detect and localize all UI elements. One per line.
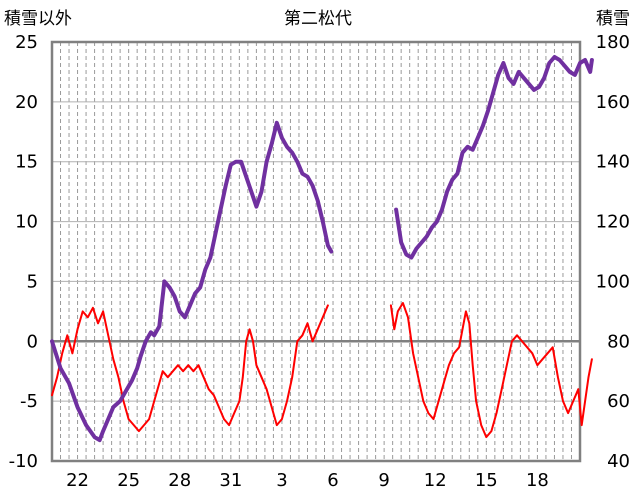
vertical-gridlines <box>60 42 572 461</box>
x-tick-label: 31 <box>219 470 242 491</box>
right-tick-label: 160 <box>596 92 630 113</box>
x-tick-label: 18 <box>526 470 549 491</box>
left-tick-label: 25 <box>15 32 38 53</box>
left-tick-label: 15 <box>15 152 38 173</box>
x-tick-label: 3 <box>276 470 287 491</box>
right-tick-label: 120 <box>596 212 630 233</box>
plot-area-frame <box>50 40 582 463</box>
left-axis-label: 積雪以外 <box>4 9 72 29</box>
x-tick-label: 22 <box>66 470 89 491</box>
right-tick-label: 80 <box>607 331 630 352</box>
series-layer <box>50 55 594 443</box>
chart-title: 第二松代 <box>284 9 352 29</box>
x-tick-label: 28 <box>168 470 191 491</box>
x-tick-label: 9 <box>378 470 389 491</box>
x-tick-label: 15 <box>475 470 498 491</box>
other-line-0 <box>51 304 329 433</box>
right-tick-label: 180 <box>596 32 630 53</box>
left-tick-label: 20 <box>15 92 38 113</box>
right-axis-ticks: 180 160 140 120 100 80 60 40 <box>596 32 630 472</box>
right-tick-label: 60 <box>607 391 630 412</box>
x-tick-label: 25 <box>117 470 140 491</box>
other-line-1 <box>389 302 593 439</box>
horizontal-gridlines <box>52 41 580 462</box>
left-axis-ticks: 25 20 15 10 5 0 -5 -10 <box>9 32 38 472</box>
right-axis-label: 積雪 <box>596 9 630 29</box>
x-axis-ticks: 22 25 28 31 3 6 9 12 15 18 <box>66 470 549 491</box>
right-tick-label: 140 <box>596 152 630 173</box>
right-tick-label: 40 <box>607 451 630 472</box>
x-tick-label: 6 <box>327 470 338 491</box>
left-tick-label: -5 <box>20 391 38 412</box>
snow-depth-line-2 <box>50 120 334 443</box>
right-tick-label: 100 <box>596 271 630 292</box>
x-tick-label: 12 <box>424 470 447 491</box>
left-tick-label: 5 <box>27 271 38 292</box>
snow-depth-line-3 <box>394 55 594 260</box>
left-tick-label: -10 <box>9 451 38 472</box>
left-tick-label: 0 <box>27 331 38 352</box>
left-tick-label: 10 <box>15 212 38 233</box>
